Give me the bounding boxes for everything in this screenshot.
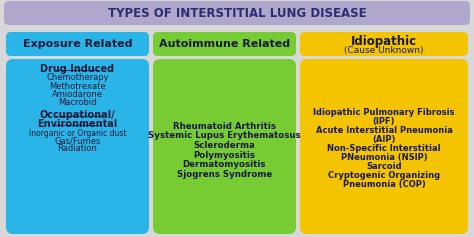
Text: Systemic Lupus Erythematosus: Systemic Lupus Erythematosus (148, 131, 301, 140)
Text: Chemotherapy: Chemotherapy (46, 73, 109, 82)
FancyBboxPatch shape (300, 32, 468, 56)
Text: Scleroderma: Scleroderma (193, 141, 255, 150)
FancyBboxPatch shape (4, 1, 470, 25)
Text: (IPF): (IPF) (373, 117, 395, 126)
Text: Radiation: Radiation (57, 144, 98, 153)
Text: Drug Induced: Drug Induced (40, 64, 115, 74)
Text: Pneumonia (COP): Pneumonia (COP) (343, 180, 425, 189)
Text: Occupational/: Occupational/ (40, 110, 115, 120)
Text: Idiopathic: Idiopathic (351, 35, 417, 48)
Text: Gas/Fumes: Gas/Fumes (55, 136, 100, 145)
Text: Autoimmune Related: Autoimmune Related (159, 39, 290, 49)
Text: Polymyositis: Polymyositis (193, 150, 255, 160)
FancyBboxPatch shape (6, 32, 149, 56)
FancyBboxPatch shape (6, 59, 149, 234)
Text: Environmental: Environmental (37, 119, 118, 129)
FancyBboxPatch shape (153, 59, 296, 234)
Text: Macrobid: Macrobid (58, 98, 97, 107)
Text: Non-Specific Interstitial: Non-Specific Interstitial (327, 144, 441, 153)
Text: (Cause Unknown): (Cause Unknown) (344, 46, 424, 55)
FancyBboxPatch shape (300, 59, 468, 234)
Text: Dermatomyositis: Dermatomyositis (183, 160, 266, 169)
Text: Acute Interstitial Pneumonia: Acute Interstitial Pneumonia (316, 126, 453, 135)
Text: Amiodarone: Amiodarone (52, 90, 103, 99)
Text: PNeumonia (NSIP): PNeumonia (NSIP) (341, 153, 428, 162)
Text: (AIP): (AIP) (372, 135, 396, 144)
Text: Rheumatoid Arthritis: Rheumatoid Arthritis (173, 122, 276, 131)
FancyBboxPatch shape (153, 32, 296, 56)
Text: TYPES OF INTERSTITIAL LUNG DISEASE: TYPES OF INTERSTITIAL LUNG DISEASE (108, 6, 366, 19)
Text: Exposure Related: Exposure Related (23, 39, 132, 49)
Text: Cryptogenic Organizing: Cryptogenic Organizing (328, 171, 440, 180)
Text: Methotrexate: Methotrexate (49, 82, 106, 91)
Text: Inorganic or Organic dust: Inorganic or Organic dust (29, 129, 126, 138)
Text: Idiopathic Pulmonary Fibrosis: Idiopathic Pulmonary Fibrosis (313, 108, 455, 117)
Text: Sarcoid: Sarcoid (366, 162, 402, 171)
Text: Sjogrens Syndrome: Sjogrens Syndrome (177, 170, 272, 179)
